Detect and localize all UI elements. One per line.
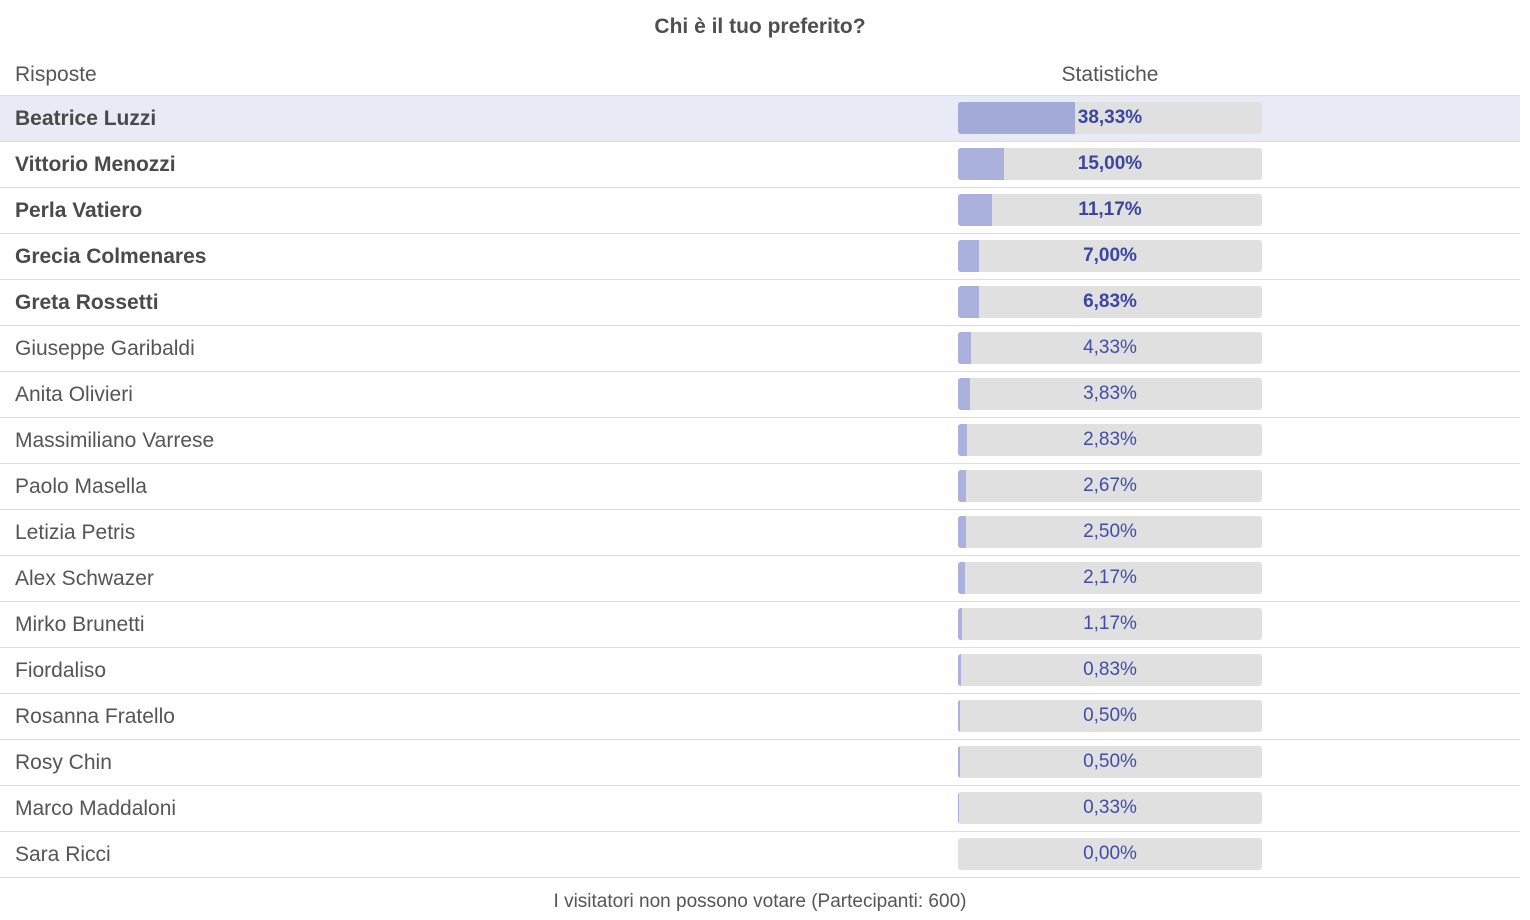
answer-label: Sara Ricci	[15, 843, 111, 866]
result-bar-track: 0,50%	[958, 700, 1262, 732]
result-row: Beatrice Luzzi 38,33%	[0, 96, 1520, 142]
answer-label: Massimiliano Varrese	[15, 429, 215, 452]
result-bar-track: 0,83%	[958, 654, 1262, 686]
result-bar-track: 4,33%	[958, 332, 1262, 364]
result-row: Perla Vatiero 11,17%	[0, 188, 1520, 234]
answer-label: Giuseppe Garibaldi	[15, 337, 195, 360]
answer-label: Vittorio Menozzi	[15, 153, 176, 176]
result-percent-label: 1,17%	[1083, 613, 1137, 634]
result-bar-fill	[958, 516, 966, 548]
result-row: Sara Ricci 0,00%	[0, 832, 1520, 878]
result-percent-label: 0,50%	[1083, 751, 1137, 772]
result-percent-label: 4,33%	[1083, 337, 1137, 358]
answer-label: Rosy Chin	[15, 751, 112, 774]
result-percent-label: 7,00%	[1083, 245, 1137, 266]
result-row: Grecia Colmenares 7,00%	[0, 234, 1520, 280]
result-bar-track: 0,33%	[958, 792, 1262, 824]
result-row: Giuseppe Garibaldi 4,33%	[0, 326, 1520, 372]
result-bar-track: 3,83%	[958, 378, 1262, 410]
answer-label: Paolo Masella	[15, 475, 147, 498]
result-bar-fill	[958, 378, 970, 410]
result-percent-label: 2,50%	[1083, 521, 1137, 542]
result-row: Alex Schwazer 2,17%	[0, 556, 1520, 602]
answer-label: Rosanna Fratello	[15, 705, 175, 728]
result-bar-fill	[958, 792, 959, 824]
result-row: Vittorio Menozzi 15,00%	[0, 142, 1520, 188]
result-bar-fill	[958, 608, 962, 640]
result-bar-track: 2,83%	[958, 424, 1262, 456]
result-row: Letizia Petris 2,50%	[0, 510, 1520, 556]
results-list: Beatrice Luzzi 38,33% Vittorio Menozzi 15,0…	[0, 96, 1520, 878]
result-percent-label: 2,67%	[1083, 475, 1137, 496]
result-bar-track: 11,17%	[958, 194, 1262, 226]
result-bar-fill	[958, 470, 967, 502]
result-bar-fill	[958, 424, 967, 456]
result-percent-label: 0,83%	[1083, 659, 1137, 680]
result-bar-track: 2,67%	[958, 470, 1262, 502]
result-bar-fill	[958, 562, 965, 594]
answer-label: Beatrice Luzzi	[15, 107, 157, 130]
result-row: Rosanna Fratello 0,50%	[0, 694, 1520, 740]
result-bar-track: 6,83%	[958, 286, 1262, 318]
result-bar-fill	[958, 102, 1075, 134]
result-percent-label: 2,17%	[1083, 567, 1137, 588]
result-bar-track: 2,17%	[958, 562, 1262, 594]
poll-title: Chi è il tuo preferito?	[654, 15, 866, 38]
result-bar-fill	[958, 700, 960, 732]
result-bar-track: 0,00%	[958, 838, 1262, 870]
result-percent-label: 0,50%	[1083, 705, 1137, 726]
result-row: Rosy Chin 0,50%	[0, 740, 1520, 786]
result-percent-label: 6,83%	[1083, 291, 1137, 312]
result-row: Paolo Masella 2,67%	[0, 464, 1520, 510]
answer-label: Marco Maddaloni	[15, 797, 177, 820]
answer-label: Fiordaliso	[15, 659, 107, 682]
result-percent-label: 15,00%	[1077, 153, 1143, 174]
result-percent-label: 38,33%	[1077, 107, 1143, 128]
result-row: Greta Rossetti 6,83%	[0, 280, 1520, 326]
result-percent-label: 0,00%	[1083, 843, 1137, 864]
result-bar-track: 7,00%	[958, 240, 1262, 272]
result-row: Marco Maddaloni 0,33%	[0, 786, 1520, 832]
result-percent-label: 11,17%	[1078, 199, 1142, 220]
result-percent-label: 3,83%	[1083, 383, 1137, 404]
result-bar-track: 2,50%	[958, 516, 1262, 548]
poll-footer-note: I visitatori non possono votare (Parteci…	[553, 891, 967, 912]
result-bar-fill	[958, 332, 972, 364]
answer-label: Anita Olivieri	[15, 383, 133, 406]
table-header: Risposte Statistiche	[0, 54, 1520, 96]
result-percent-label: 0,33%	[1083, 797, 1137, 818]
result-bar-fill	[958, 148, 1004, 180]
result-bar-fill	[958, 286, 979, 318]
answer-label: Letizia Petris	[15, 521, 136, 544]
result-bar-track: 15,00%	[958, 148, 1262, 180]
result-bar-fill	[958, 240, 980, 272]
statistics-column-header: Statistiche	[1061, 63, 1159, 86]
answer-label: Mirko Brunetti	[15, 613, 145, 636]
answers-column-header: Risposte	[15, 63, 97, 86]
result-bar-fill	[958, 194, 992, 226]
result-bar-fill	[958, 746, 960, 778]
result-row: Mirko Brunetti 1,17%	[0, 602, 1520, 648]
result-row: Anita Olivieri 3,83%	[0, 372, 1520, 418]
answer-label: Perla Vatiero	[15, 199, 143, 222]
result-percent-label: 2,83%	[1083, 429, 1137, 450]
result-bar-track: 0,50%	[958, 746, 1262, 778]
result-bar-track: 38,33%	[958, 102, 1262, 134]
result-row: Massimiliano Varrese 2,83%	[0, 418, 1520, 464]
answer-label: Greta Rossetti	[15, 291, 159, 314]
result-row: Fiordaliso 0,83%	[0, 648, 1520, 694]
result-bar-track: 1,17%	[958, 608, 1262, 640]
answer-label: Grecia Colmenares	[15, 245, 207, 268]
answer-label: Alex Schwazer	[15, 567, 154, 590]
result-bar-fill	[958, 654, 961, 686]
